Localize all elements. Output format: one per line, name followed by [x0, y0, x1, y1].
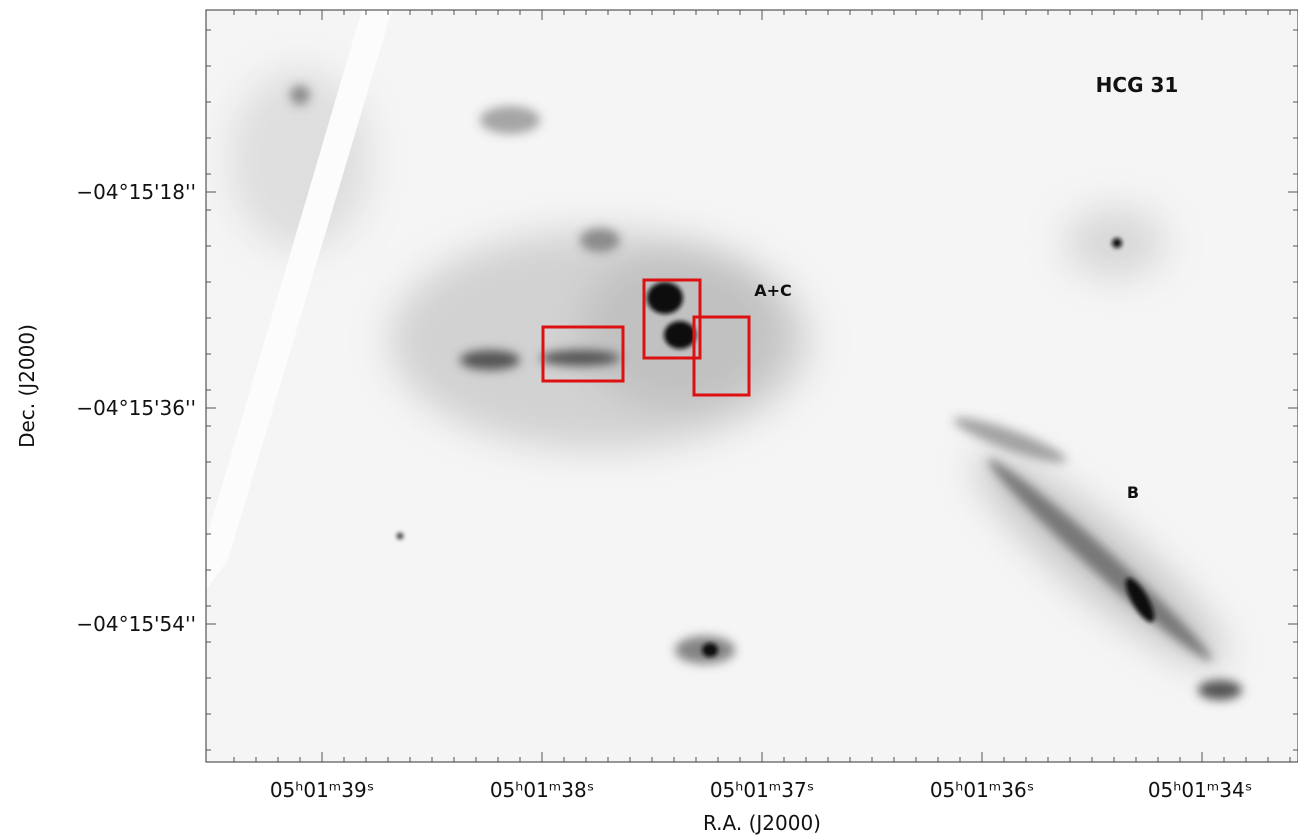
page: {"image": { "annotations": {"title": "HC… [0, 0, 1298, 835]
x-tick-label: 05ʰ01ᵐ39ˢ [270, 778, 374, 802]
y-tick-label: −04°15'18'' [76, 180, 196, 204]
y-tick-label: −04°15'54'' [76, 612, 196, 636]
x-tick-label: 05ʰ01ᵐ36ˢ [930, 778, 1034, 802]
y-axis-label: Dec. (J2000) [15, 324, 39, 448]
label-b: B [1127, 483, 1139, 502]
x-tick-label: 05ʰ01ᵐ34ˢ [1148, 778, 1252, 802]
x-axis-label: R.A. (J2000) [703, 811, 821, 835]
figure: HCG 31 A+C B 05ʰ01ᵐ39ˢ 05ʰ01ᵐ38ˢ 05ʰ01ᵐ37ˢ… [0, 0, 1298, 835]
title: HCG 31 [1096, 73, 1179, 97]
y-tick-label: −04°15'36'' [76, 396, 196, 420]
x-tick-label: 05ʰ01ᵐ37ˢ [710, 778, 814, 802]
sky-image [206, 10, 1298, 762]
label-ac: A+C [754, 281, 792, 300]
x-tick-label: 05ʰ01ᵐ38ˢ [490, 778, 594, 802]
